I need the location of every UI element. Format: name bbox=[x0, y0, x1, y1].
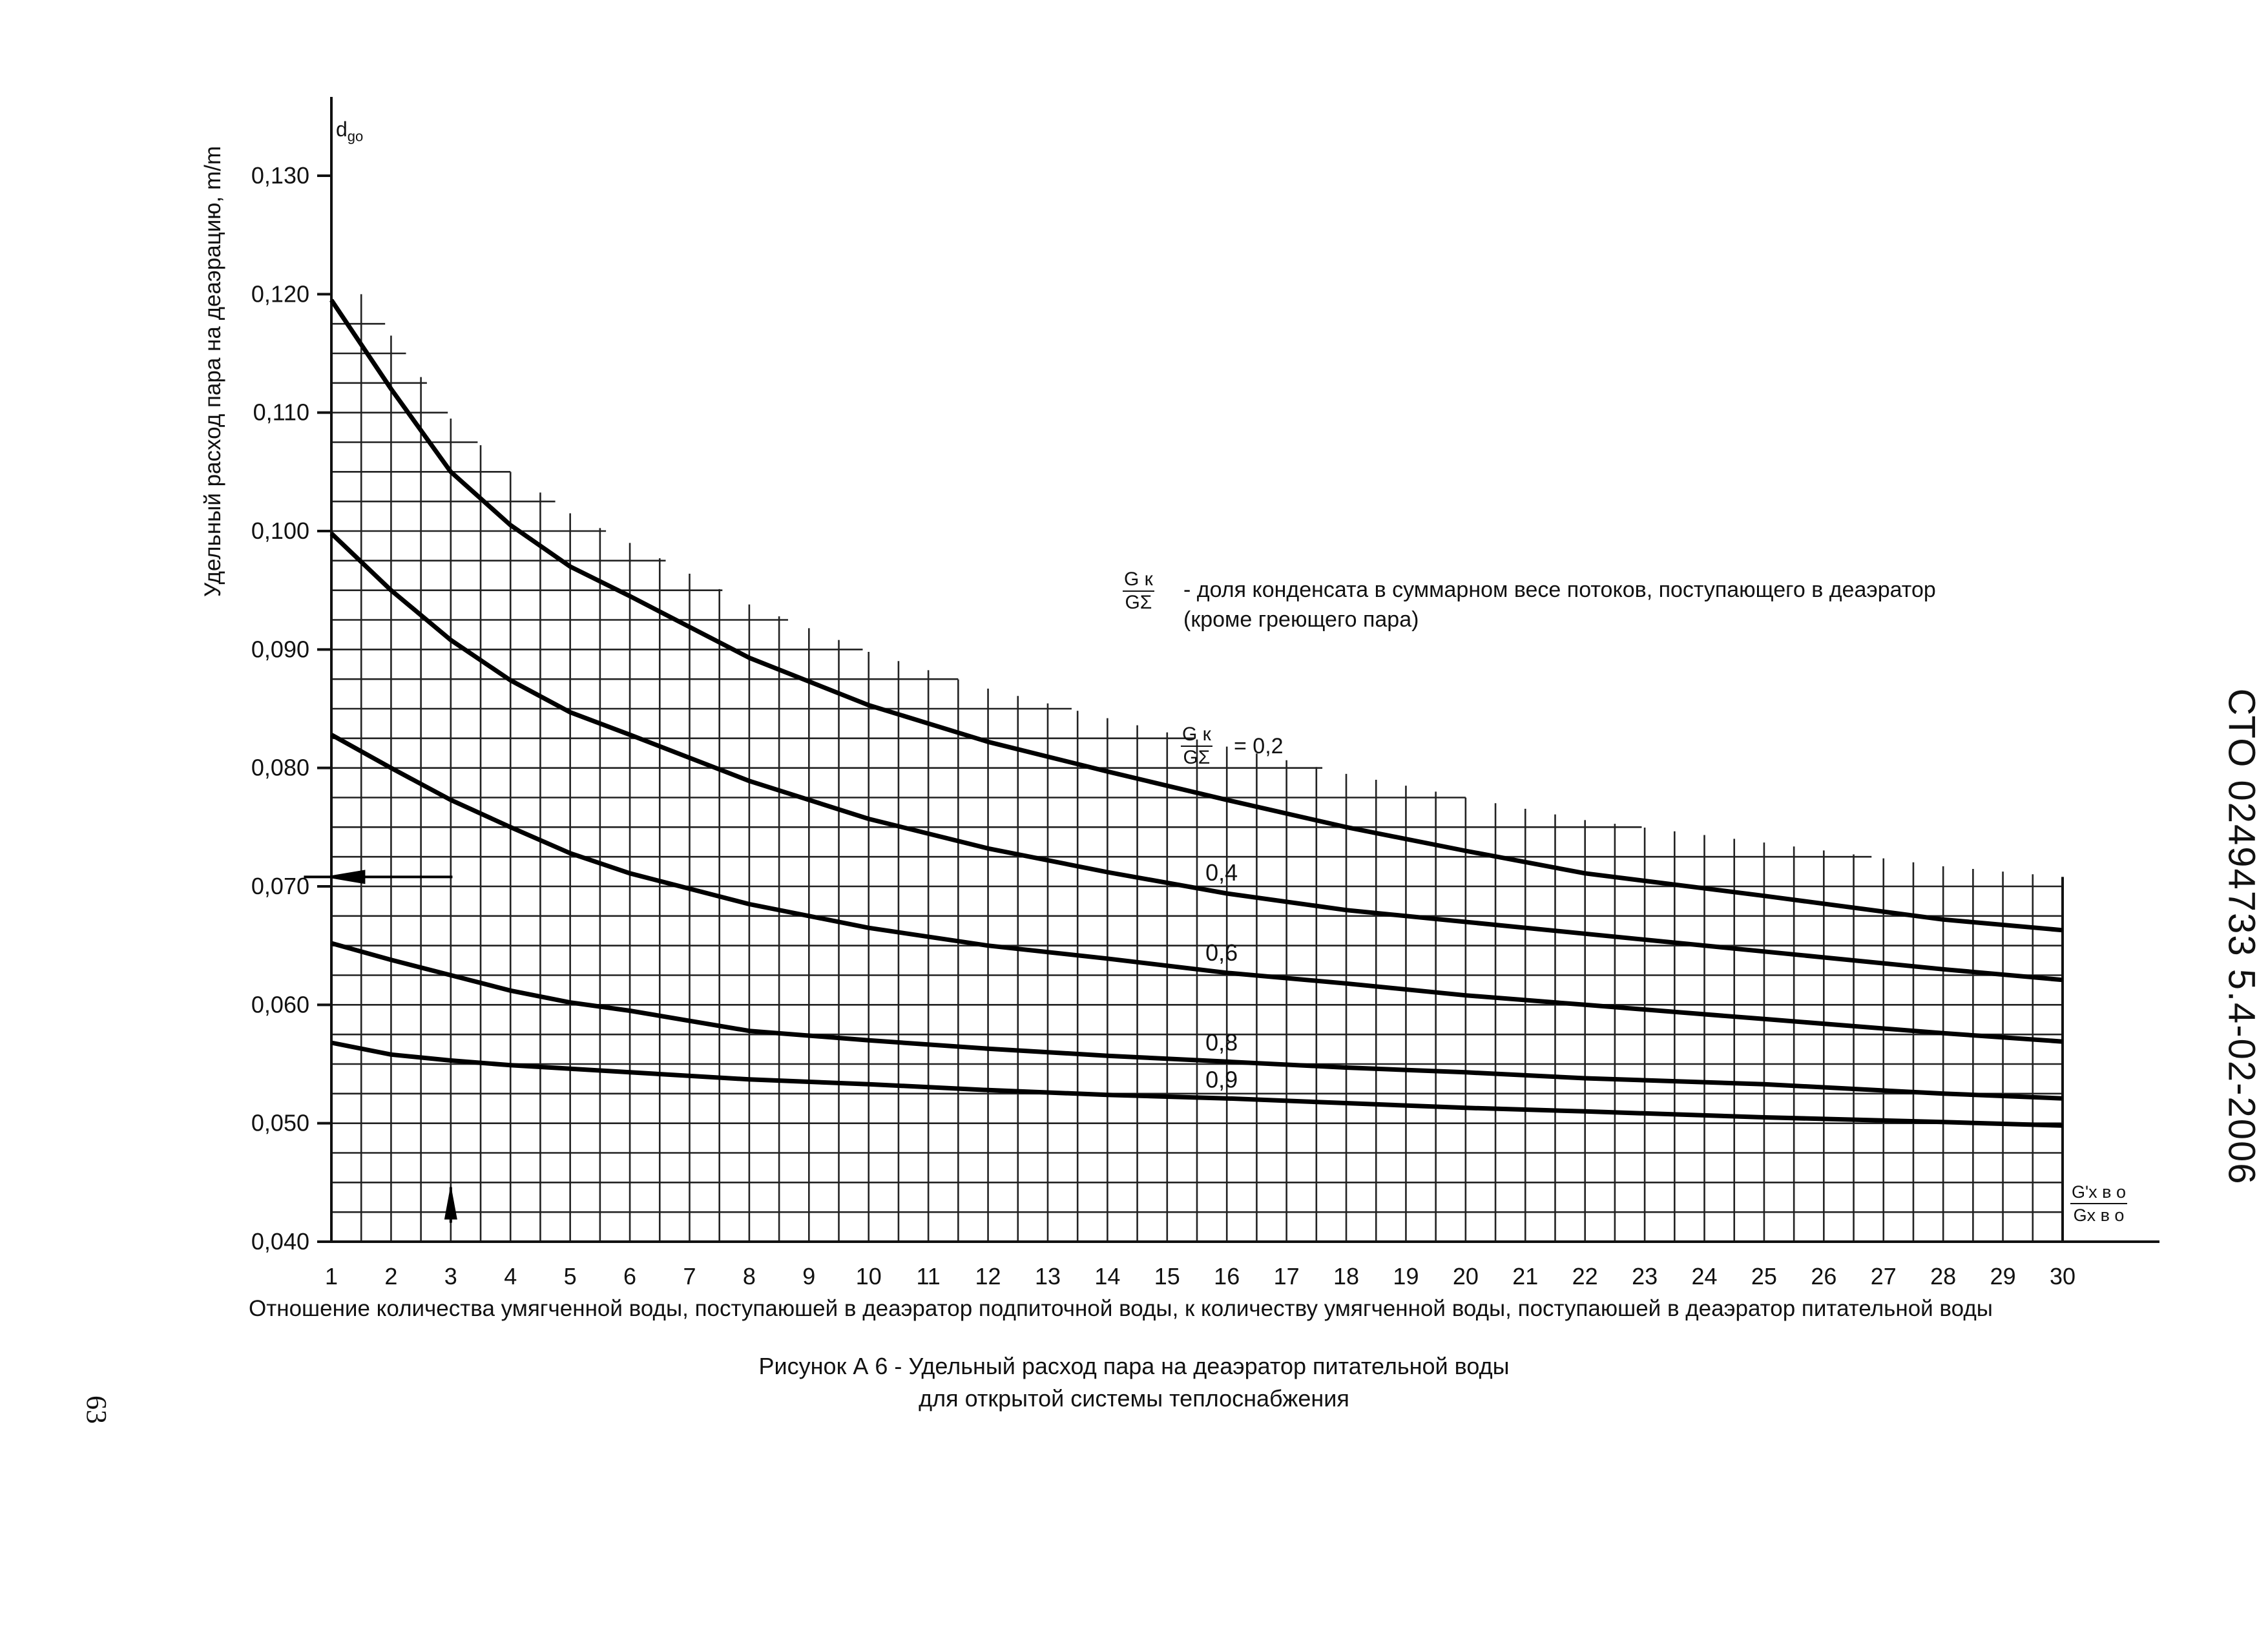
standard-code: СТО 02494733 5.4-02-2006 bbox=[2220, 688, 2263, 1185]
x-tick-label: 20 bbox=[1453, 1263, 1479, 1290]
x-tick-label: 15 bbox=[1154, 1263, 1180, 1290]
series-line bbox=[329, 298, 2063, 933]
series-0-2-value: = 0,2 bbox=[1234, 734, 1284, 758]
x-tick-label: 11 bbox=[916, 1263, 940, 1290]
legend-fraction-numerator: G к bbox=[1123, 569, 1154, 592]
x-tick-label: 17 bbox=[1274, 1263, 1300, 1290]
caption-line-2: для открытой системы теплоснабжения bbox=[919, 1385, 1349, 1412]
y-axis-symbol: dgo bbox=[336, 118, 364, 145]
x-axis-label: Отношение количества умягченной воды, по… bbox=[249, 1296, 1993, 1321]
y-tick-label: 0,110 bbox=[253, 399, 309, 426]
arrow-left-icon bbox=[323, 870, 366, 884]
x-tick-label: 16 bbox=[1214, 1263, 1240, 1290]
y-tick-label: 0,050 bbox=[251, 1110, 309, 1136]
series-0-2-fraction-numerator: G к bbox=[1181, 724, 1212, 747]
x-axis-fraction-numerator: G'х в о bbox=[2070, 1181, 2128, 1204]
legend-fraction: G к GΣ bbox=[1123, 569, 1154, 614]
x-tick-label: 30 bbox=[2050, 1263, 2076, 1290]
y-tick-label: 0,120 bbox=[251, 280, 309, 307]
x-tick-label: 5 bbox=[564, 1263, 577, 1290]
series-label: 0,8 bbox=[1205, 1029, 1238, 1056]
series-lines bbox=[329, 298, 2063, 1128]
grid bbox=[330, 294, 2064, 1242]
x-tick-label: 12 bbox=[975, 1263, 1001, 1290]
x-tick-label: 24 bbox=[1691, 1263, 1717, 1290]
x-tick-label: 7 bbox=[683, 1263, 696, 1290]
x-tick-label: 4 bbox=[504, 1263, 517, 1290]
x-axis-fraction: G'х в о Gх в о bbox=[2070, 1181, 2128, 1226]
x-tick-label: 23 bbox=[1632, 1263, 1658, 1290]
series-0-2-fraction: G к GΣ bbox=[1181, 724, 1212, 769]
y-tick-label: 0,040 bbox=[251, 1228, 309, 1255]
x-tick-label: 18 bbox=[1333, 1263, 1359, 1290]
x-tick-label: 1 bbox=[325, 1263, 338, 1290]
x-tick-label: 19 bbox=[1393, 1263, 1419, 1290]
figure-caption: Рисунок А 6 - Удельный расход пара на де… bbox=[0, 1350, 2268, 1415]
x-tick-label: 10 bbox=[856, 1263, 882, 1290]
x-tick-label: 29 bbox=[1990, 1263, 2016, 1290]
legend-text: - доля конденсата в суммарном весе поток… bbox=[1183, 578, 1936, 632]
x-tick-label: 28 bbox=[1930, 1263, 1956, 1290]
x-tick-label: 25 bbox=[1751, 1263, 1777, 1290]
x-tick-label: 3 bbox=[444, 1263, 457, 1290]
x-tick-label: 27 bbox=[1871, 1263, 1897, 1290]
y-tick-label: 0,080 bbox=[251, 755, 309, 781]
y-tick-label: 0,060 bbox=[251, 991, 309, 1018]
y-tick-label: 0,070 bbox=[251, 873, 309, 899]
y-tick-labels: 0,040 0,050 0,060 0,070 0,080 0,090 0,100 0,110… bbox=[251, 162, 309, 1255]
x-tick-label: 21 bbox=[1512, 1263, 1538, 1290]
legend-fraction-denominator: GΣ bbox=[1125, 592, 1152, 613]
axes bbox=[317, 97, 2159, 1243]
x-tick-label: 8 bbox=[743, 1263, 756, 1290]
x-axis-fraction-denominator: Gх в о bbox=[2073, 1206, 2125, 1225]
series-line bbox=[329, 532, 2063, 983]
x-tick-label: 22 bbox=[1572, 1263, 1598, 1290]
page-number: 63 bbox=[81, 1395, 112, 1424]
x-tick-label: 26 bbox=[1811, 1263, 1836, 1290]
x-tick-label: 6 bbox=[623, 1263, 636, 1290]
arrow-up-icon bbox=[444, 1184, 457, 1220]
x-tick-label: 14 bbox=[1094, 1263, 1120, 1290]
x-tick-labels: 1 2 3 4 5 6 7 8 9 10 11 12 13 14 15 16 17 18 19 20 21 22 23 24 2… bbox=[325, 1263, 2076, 1290]
caption-line-1: Рисунок А 6 - Удельный расход пара на де… bbox=[758, 1353, 1510, 1379]
x-tick-label: 9 bbox=[802, 1263, 815, 1290]
series-labels: 0,4 0,6 0,8 0,9 bbox=[1205, 859, 1238, 1093]
y-tick-label: 0,100 bbox=[251, 517, 309, 544]
x-tick-label: 2 bbox=[384, 1263, 397, 1290]
y-tick-label: 0,130 bbox=[251, 162, 309, 189]
series-line bbox=[330, 733, 2063, 1044]
y-tick-label: 0,090 bbox=[251, 636, 309, 662]
series-0-2-fraction-denominator: GΣ bbox=[1183, 747, 1211, 768]
x-tick-label: 13 bbox=[1035, 1263, 1061, 1290]
series-line bbox=[331, 941, 2063, 1101]
series-label: 0,6 bbox=[1205, 939, 1238, 966]
y-axis-label: Удельный расход пара на деаэрацию, m/m bbox=[200, 145, 225, 598]
series-label: 0,4 bbox=[1205, 859, 1238, 886]
series-line bbox=[331, 1040, 2063, 1128]
annotations bbox=[304, 870, 457, 1223]
series-label: 0,9 bbox=[1205, 1066, 1238, 1092]
